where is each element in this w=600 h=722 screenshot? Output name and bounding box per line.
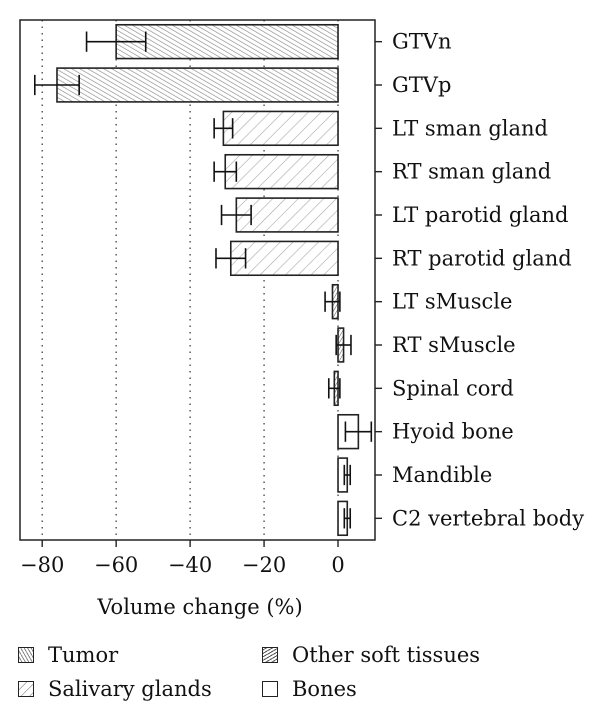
legend: Tumor Other soft tissues Salivary glands…: [18, 638, 578, 708]
legend-item-tumor: Tumor: [18, 642, 118, 668]
legend-item-salivary-glands: Salivary glands: [18, 676, 212, 702]
legend-item-other-soft-tissues: Other soft tissues: [262, 642, 480, 668]
bar-chart: GTVn GTVp LT sman gland RT sman gland LT par…: [19, 19, 584, 619]
x-tick-label-minus60: −60: [94, 553, 138, 577]
x-tick-label-minus80: −80: [20, 553, 64, 577]
bar-lt-sman-gland: [222, 110, 339, 147]
category-label-lt-smuscle: LT sMuscle: [392, 290, 512, 314]
category-label-rt-sman-gland: RT sman gland: [392, 160, 551, 184]
legend-swatch-other-soft-tissues: [262, 647, 278, 663]
category-label-c2-vertebral-body: C2 vertebral body: [392, 506, 584, 530]
category-label-lt-sman-gland: LT sman gland: [392, 116, 548, 140]
plot-frame: [19, 19, 376, 541]
category-label-mandible: Mandible: [392, 463, 492, 487]
category-label-rt-smuscle: RT sMuscle: [392, 333, 516, 357]
legend-label-tumor: Tumor: [48, 643, 119, 667]
category-label-lt-parotid-gland: LT parotid gland: [392, 203, 568, 227]
category-label-hyoid-bone: Hyoid bone: [392, 420, 514, 444]
bar-lt-parotid-gland: [235, 197, 339, 233]
legend-item-bones: Bones: [262, 676, 357, 702]
legend-label-bones: Bones: [292, 677, 357, 701]
category-label-rt-parotid-gland: RT parotid gland: [392, 246, 572, 270]
bar-rt-sman-gland: [224, 153, 339, 190]
x-axis-label: Volume change (%): [96, 595, 302, 619]
legend-label-salivary-glands: Salivary glands: [48, 677, 212, 701]
x-tick-label-0: 0: [331, 553, 344, 577]
legend-swatch-bones: [262, 681, 278, 697]
x-tick-label-minus40: −40: [168, 553, 212, 577]
bar-rt-parotid-gland: [229, 240, 339, 277]
bar-gtvp: [56, 67, 339, 103]
category-label-gtvn: GTVn: [392, 30, 451, 54]
category-label-gtvp: GTVp: [392, 73, 451, 97]
legend-swatch-tumor: [18, 647, 34, 663]
category-label-spinal-cord: Spinal cord: [392, 376, 514, 400]
legend-swatch-salivary-glands: [18, 681, 34, 697]
legend-label-other-soft-tissues: Other soft tissues: [292, 643, 481, 667]
x-tick-label-minus20: −20: [242, 553, 286, 577]
bar-gtvn: [115, 23, 339, 60]
